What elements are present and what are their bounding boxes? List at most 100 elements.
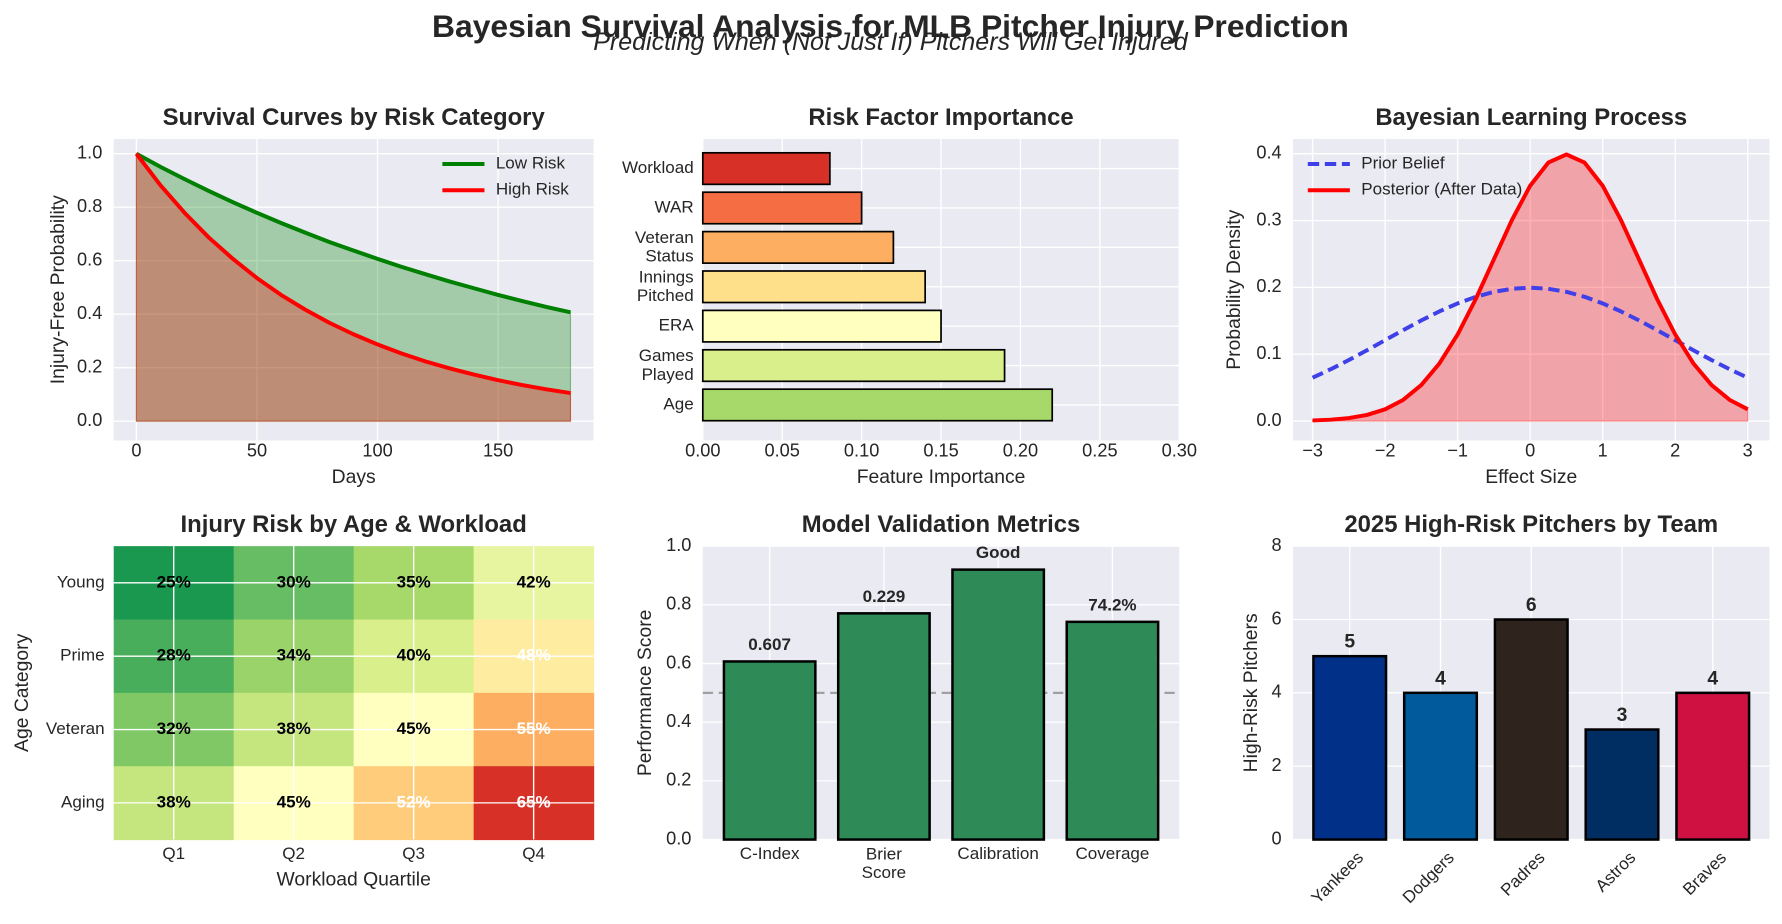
x-axis-label: Workload Quartile: [276, 870, 430, 891]
cell-label: 32%: [157, 719, 191, 738]
y-tick-label: 0.8: [77, 196, 102, 216]
y-tick-label: 0.0: [77, 410, 102, 430]
y-tick-label: Veteran: [46, 719, 105, 738]
bar-annotation: 0.607: [748, 635, 791, 654]
cell-label: 55%: [517, 719, 551, 738]
x-tick-label: 0.00: [685, 441, 720, 461]
y-tick-label: Innings Pitched: [637, 267, 694, 305]
x-tick-label: Q1: [162, 844, 185, 863]
bar: [1584, 728, 1660, 841]
x-tick-label: 0.15: [923, 441, 958, 461]
x-tick-label: 150: [483, 441, 513, 461]
chart-title: Bayesian Learning Process: [1375, 104, 1687, 131]
cell-label: 38%: [277, 719, 311, 738]
y-tick-label: 0.3: [1256, 209, 1281, 229]
bar: [701, 191, 863, 225]
y-axis-label: Injury-Free Probability: [48, 195, 69, 384]
bar: [1675, 691, 1751, 841]
bar: [1493, 618, 1569, 841]
x-tick-label: 3: [1743, 441, 1753, 461]
x-tick-label: −2: [1375, 441, 1396, 461]
y-tick-label: ERA: [659, 316, 695, 335]
plot-background: [113, 139, 594, 441]
y-tick-label: Veteran Status: [635, 227, 694, 265]
figure-subtitle: Predicting When (Not Just If) Pitchers W…: [593, 28, 1189, 56]
y-tick-label: Prime: [60, 646, 105, 665]
cell-label: 65%: [517, 792, 551, 811]
y-tick-label: Aging: [61, 792, 105, 811]
y-tick-label: 0.4: [77, 303, 102, 323]
cell-label: 28%: [157, 646, 191, 665]
line: [1312, 152, 1749, 423]
y-tick-label: Games Played: [639, 346, 694, 384]
text-line: Status: [645, 246, 693, 265]
text-line: Played: [642, 364, 694, 383]
text-line: Pitched: [637, 286, 694, 305]
x-tick-label: Calibration: [957, 844, 1039, 863]
x-tick-label: Q3: [402, 844, 425, 863]
value-label: 4: [1435, 668, 1446, 689]
cell-label: 40%: [397, 646, 431, 665]
y-tick-label: Workload: [622, 158, 694, 177]
bar-annotation: 0.229: [863, 587, 906, 606]
x-tick-label: −3: [1302, 441, 1323, 461]
bar-annotation: Good: [976, 543, 1021, 562]
x-axis-label: Feature Importance: [857, 467, 1026, 488]
x-tick-label: C-Index: [740, 844, 800, 863]
x-tick-label: Q2: [282, 844, 305, 863]
y-tick-label: 0.0: [666, 828, 691, 848]
y-tick-label: 0.6: [666, 652, 691, 672]
x-tick-label: Q4: [522, 844, 545, 863]
text-line: Games: [639, 346, 694, 365]
cell-label: 52%: [397, 792, 431, 811]
bar: [1312, 654, 1388, 841]
y-tick-label: 0.6: [77, 250, 102, 270]
value-label: 5: [1344, 632, 1355, 653]
x-tick-label: 0.20: [1003, 441, 1038, 461]
text-line: Brier: [866, 844, 902, 863]
x-tick-label: 2: [1670, 441, 1680, 461]
bar: [951, 568, 1046, 841]
x-tick-label: 0.10: [844, 441, 879, 461]
legend-label: High Risk: [496, 180, 569, 199]
line: [134, 152, 571, 396]
chart-title: Risk Factor Importance: [808, 104, 1073, 131]
cell-label: 34%: [277, 646, 311, 665]
text-line: Veteran: [635, 227, 694, 246]
cell-label: 35%: [397, 572, 431, 591]
bar: [701, 309, 942, 343]
y-tick-label: WAR: [655, 197, 694, 216]
legend-label: Prior Belief: [1361, 154, 1445, 173]
bar: [722, 660, 817, 841]
chart-title: Injury Risk by Age & Workload: [181, 511, 527, 538]
bar: [1065, 620, 1160, 841]
x-tick-label: 100: [362, 441, 392, 461]
chart-title: Model Validation Metrics: [802, 511, 1081, 538]
y-tick-label: Age: [663, 394, 693, 413]
x-tick-label: 0: [131, 441, 141, 461]
bar: [701, 348, 1006, 383]
x-axis-label: Effect Size: [1485, 467, 1577, 488]
cell-label: 45%: [277, 792, 311, 811]
bar: [1402, 691, 1479, 841]
x-tick-label: Brier Score: [862, 844, 907, 882]
cell-label: 30%: [277, 572, 311, 591]
y-tick-label: 0.4: [1256, 143, 1281, 163]
x-tick-label: 1: [1598, 441, 1608, 461]
cell-label: 48%: [517, 646, 551, 665]
bar-annotation: 74.2%: [1088, 595, 1136, 614]
value-label: 6: [1526, 595, 1537, 616]
y-tick-label: 0: [1272, 828, 1282, 848]
y-tick-label: 0.2: [1256, 276, 1281, 296]
y-tick-label: 4: [1272, 682, 1282, 702]
y-tick-label: 0.8: [666, 594, 691, 614]
y-axis-label: Performance Score: [635, 610, 656, 777]
x-tick-label: 0.30: [1162, 441, 1197, 461]
legend-label: Posterior (After Data): [1361, 180, 1522, 199]
y-axis-label: Probability Density: [1224, 209, 1245, 369]
text-line: Innings: [639, 267, 694, 286]
value-label: 3: [1617, 705, 1628, 726]
cell-label: 25%: [157, 572, 191, 591]
